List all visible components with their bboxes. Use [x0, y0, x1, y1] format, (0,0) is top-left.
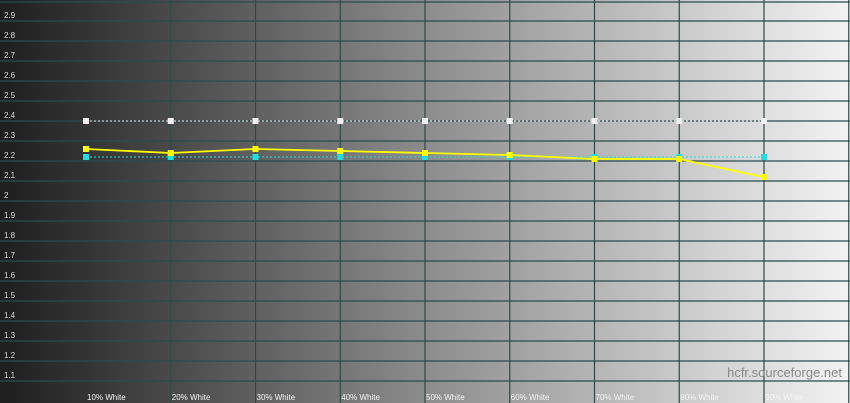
x-tick-label: 80% White: [680, 393, 719, 402]
y-tick-label: 1.4: [4, 311, 16, 320]
target-gamma-series-point: [252, 154, 259, 160]
measured-gamma-series-point: [761, 174, 767, 180]
x-tick-label: 70% White: [596, 393, 635, 402]
measured-gamma-series-point: [676, 156, 683, 162]
y-tick-label: 2: [4, 191, 9, 200]
y-tick-label: 1.3: [4, 331, 16, 340]
watermark: hcfr.sourceforge.net: [727, 365, 842, 380]
measured-gamma-series-point: [337, 148, 344, 154]
measured-gamma-series-point: [252, 146, 259, 152]
target-gamma-series-point: [167, 154, 174, 160]
x-tick-label: 40% White: [341, 393, 380, 402]
y-tick-label: 1.8: [4, 231, 16, 240]
x-tick-label: 60% White: [511, 393, 550, 402]
reference-gamma-series-point: [506, 118, 513, 124]
y-tick-label: 2.5: [4, 91, 16, 100]
measured-gamma-series-point: [422, 150, 428, 156]
y-tick-label: 2.7: [4, 51, 16, 60]
measured-gamma-series-point: [83, 146, 89, 152]
x-tick-label: 20% White: [172, 393, 211, 402]
reference-gamma-series-point: [676, 118, 683, 124]
measured-gamma-series-point: [506, 152, 513, 158]
x-tick-label: 30% White: [257, 393, 296, 402]
reference-gamma-series-point: [422, 118, 428, 124]
x-tick-label: 90% White: [765, 393, 804, 402]
y-tick-label: 1.2: [4, 351, 16, 360]
reference-gamma-series-point: [83, 118, 89, 124]
target-gamma-series-point: [422, 154, 428, 160]
y-tick-label: 1.7: [4, 251, 16, 260]
y-tick-label: 2.8: [4, 31, 16, 40]
measured-gamma-series-point: [167, 150, 174, 156]
y-tick-label: 2.6: [4, 71, 16, 80]
y-tick-label: 2.1: [4, 171, 16, 180]
target-gamma-series-point: [761, 154, 767, 160]
y-tick-label: 1.1: [4, 371, 16, 380]
y-tick-label: 2.4: [4, 111, 16, 120]
reference-gamma-series-point: [167, 118, 174, 124]
reference-gamma-series-point: [591, 118, 598, 124]
y-tick-label: 1.5: [4, 291, 16, 300]
reference-gamma-series-point: [337, 118, 344, 124]
y-tick-label: 2.9: [4, 11, 16, 20]
reference-gamma-series-point: [761, 118, 767, 124]
target-gamma-series-point: [83, 154, 89, 160]
target-gamma-series-point: [337, 154, 344, 160]
x-tick-label: 10% White: [87, 393, 126, 402]
y-tick-label: 2.3: [4, 131, 16, 140]
measured-gamma-series-point: [591, 156, 598, 162]
x-tick-label: 50% White: [426, 393, 465, 402]
y-tick-label: 1.9: [4, 211, 16, 220]
y-tick-label: 1.6: [4, 271, 16, 280]
reference-gamma-series-point: [252, 118, 259, 124]
y-tick-label: 2.2: [4, 151, 16, 160]
